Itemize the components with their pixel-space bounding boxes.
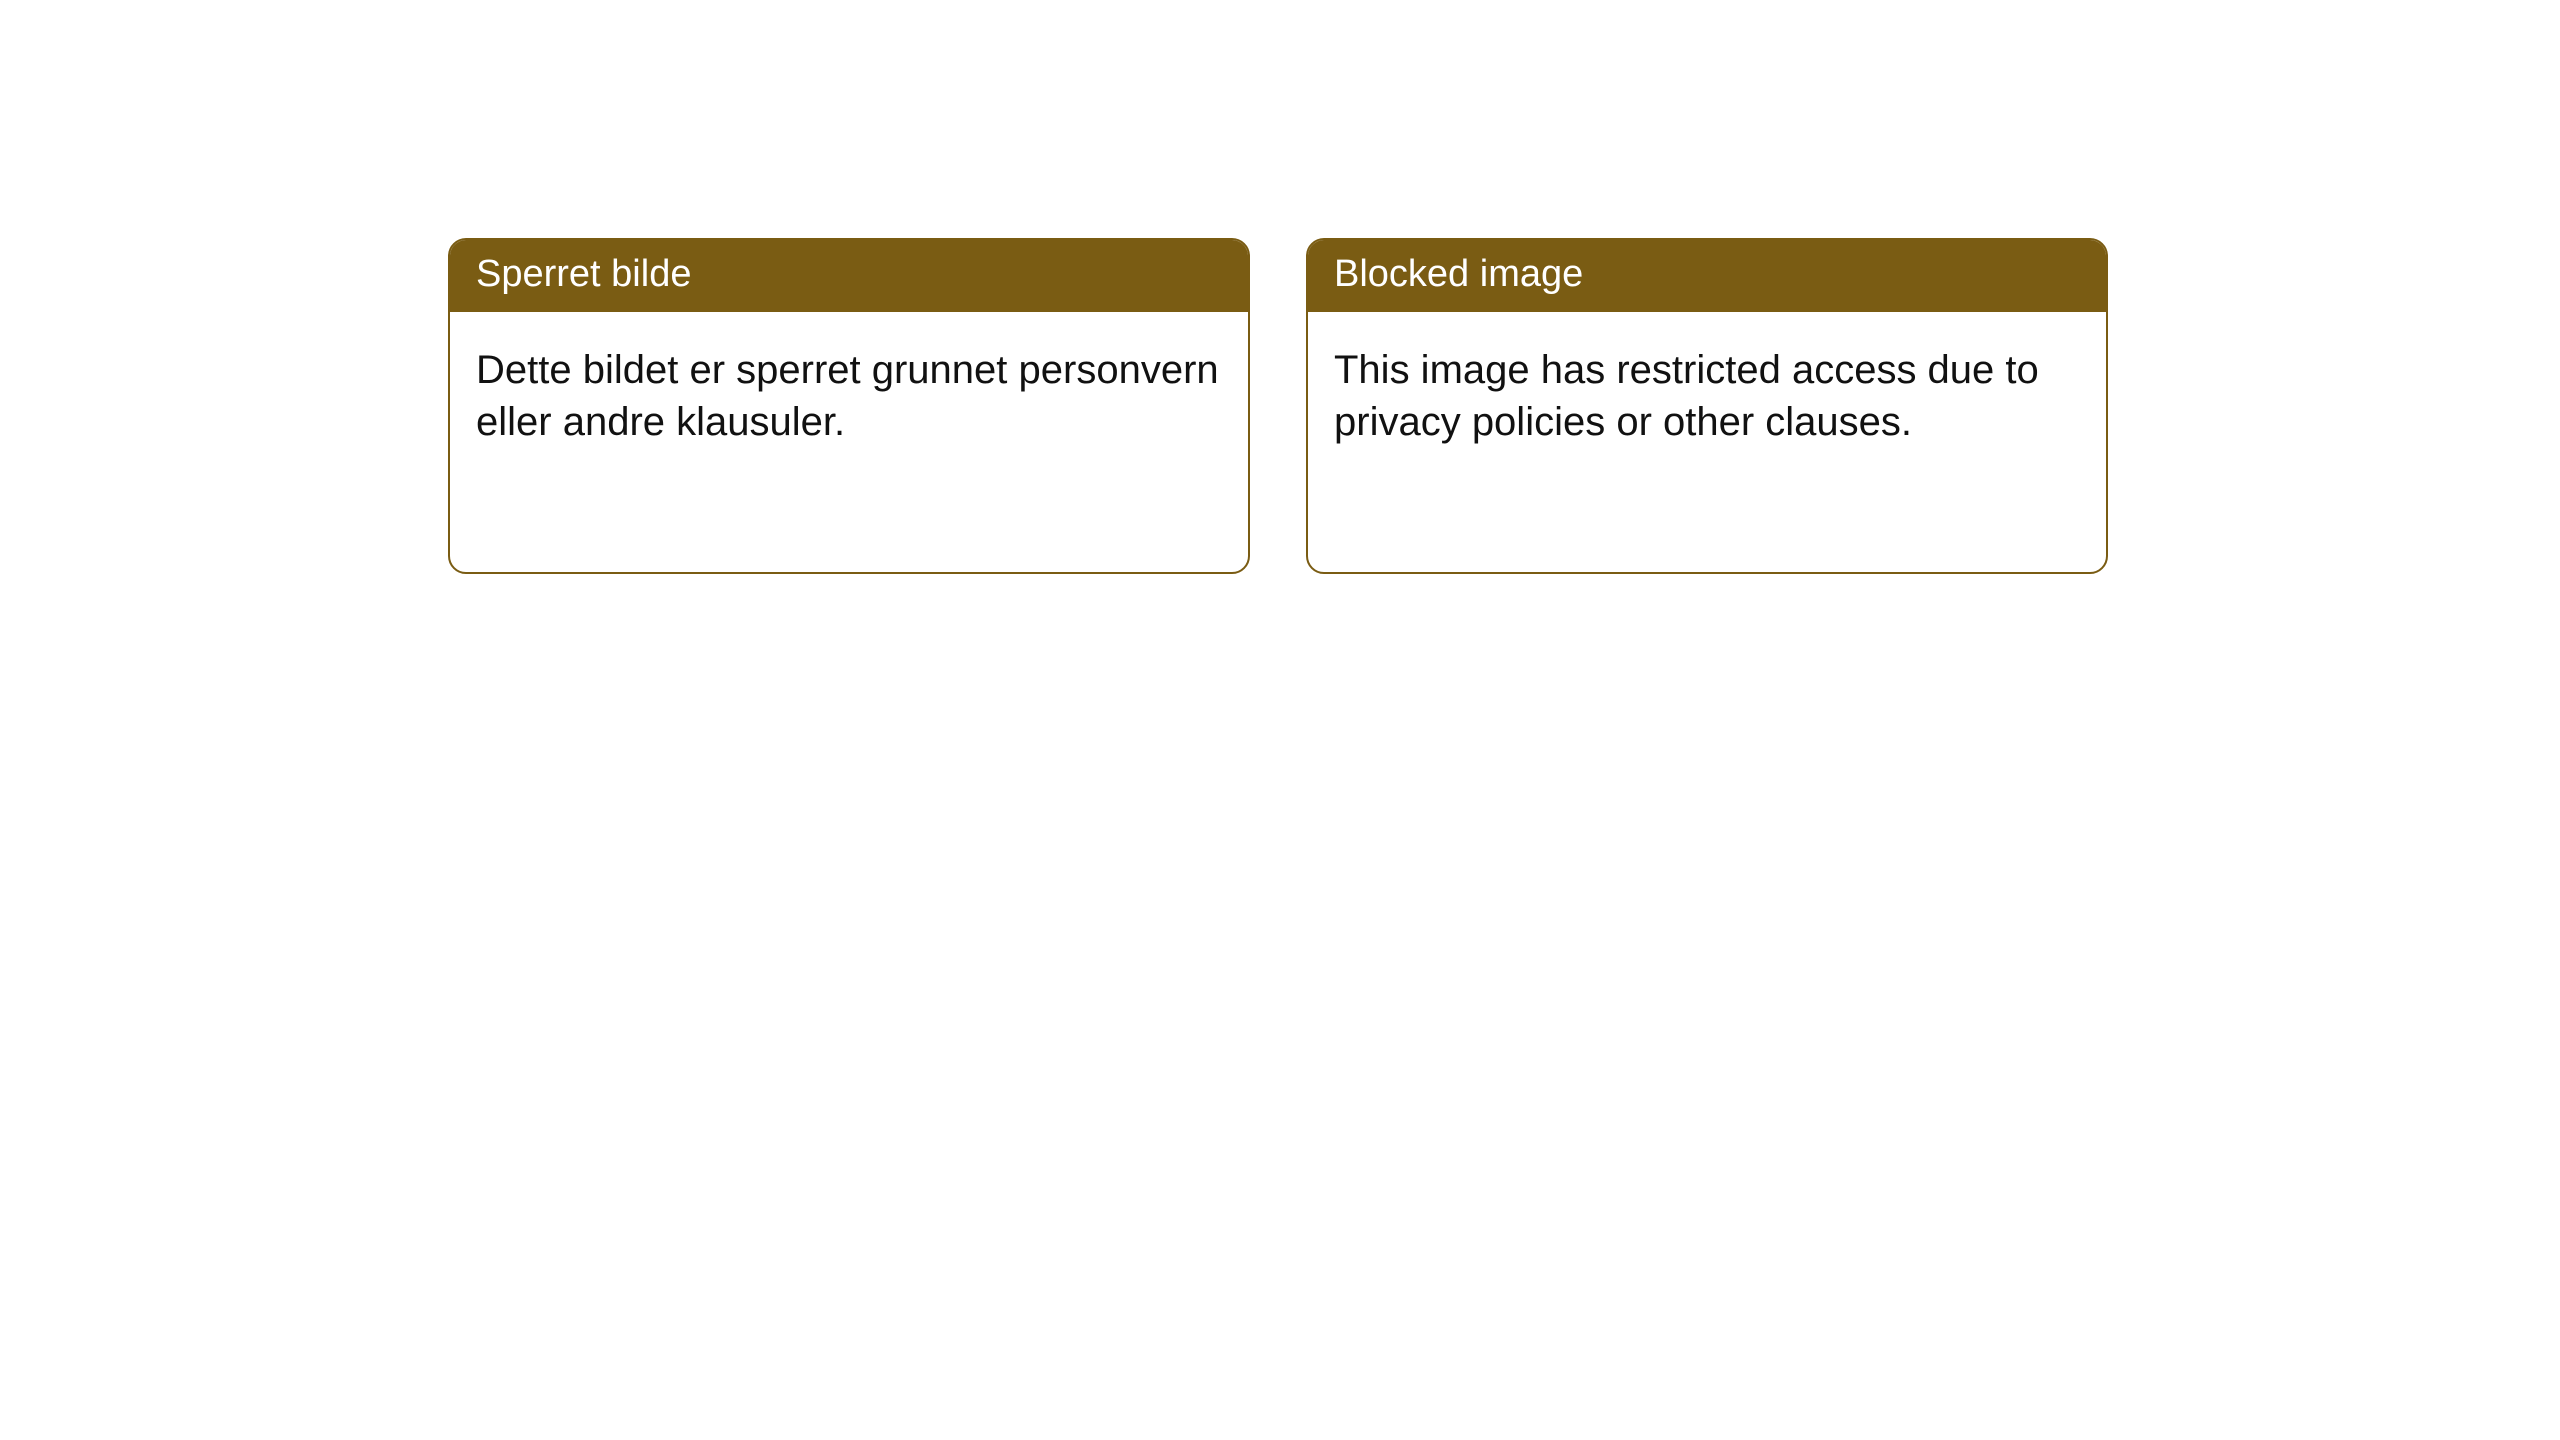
notice-card-english: Blocked image This image has restricted … — [1306, 238, 2108, 574]
notice-cards-container: Sperret bilde Dette bildet er sperret gr… — [448, 238, 2108, 574]
notice-card-title: Blocked image — [1308, 240, 2106, 312]
notice-card-body: Dette bildet er sperret grunnet personve… — [450, 312, 1248, 480]
notice-card-norwegian: Sperret bilde Dette bildet er sperret gr… — [448, 238, 1250, 574]
notice-card-body: This image has restricted access due to … — [1308, 312, 2106, 480]
notice-card-title: Sperret bilde — [450, 240, 1248, 312]
